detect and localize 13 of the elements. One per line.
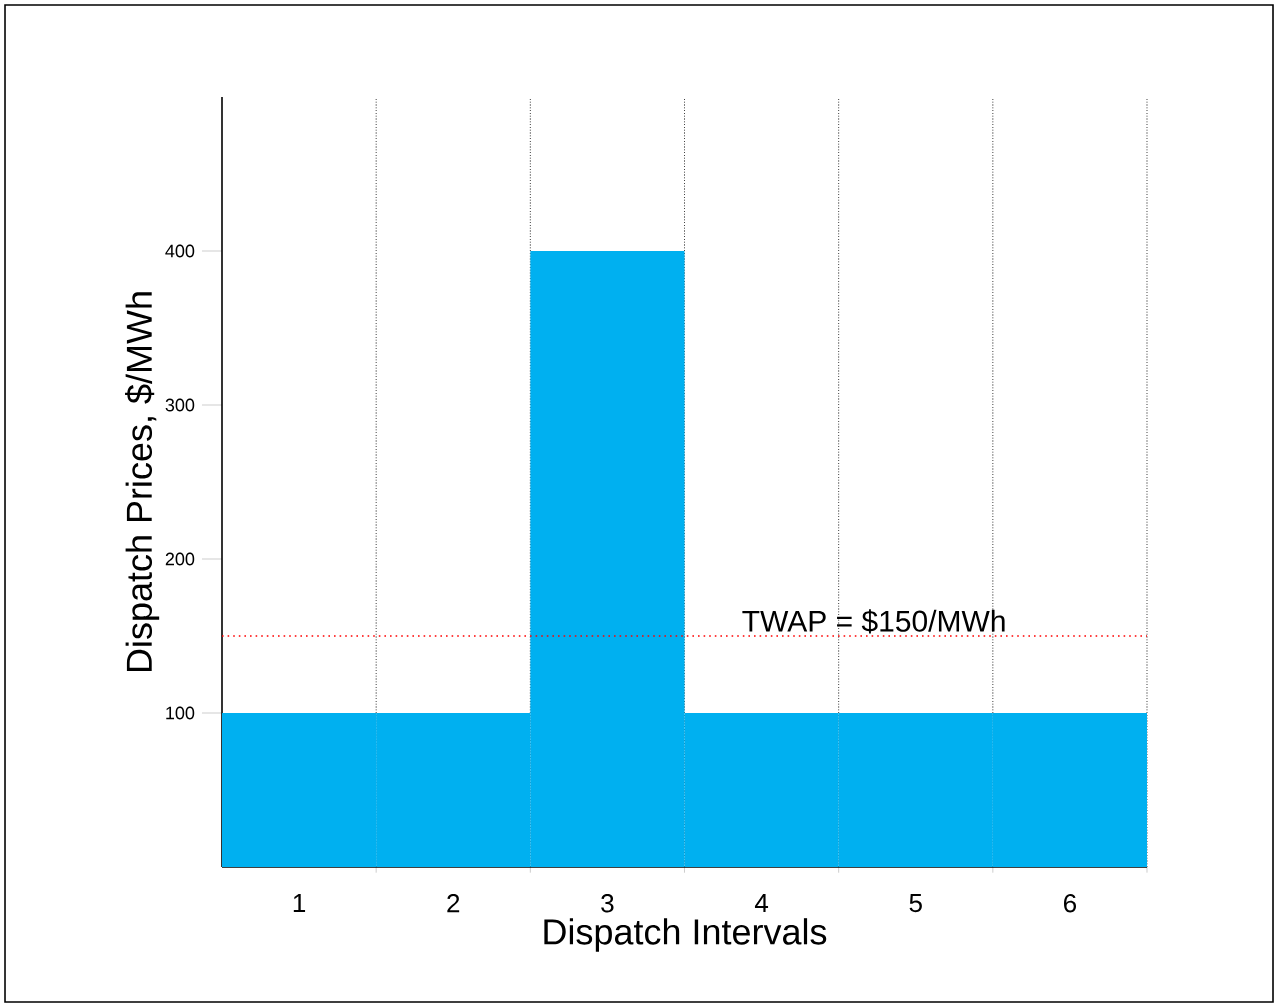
x-tick-label: 5 — [909, 894, 922, 913]
x-tick-label: 2 — [447, 894, 460, 913]
y-tick-label: 200 — [165, 552, 195, 566]
x-axis-title: Dispatch Intervals — [544, 918, 827, 952]
x-tick-label: 6 — [1064, 894, 1077, 913]
y-tick-label: 100 — [166, 706, 195, 720]
x-tick-label: 4 — [754, 894, 769, 912]
ref-line-label: TWAP = $150/MWh — [742, 609, 1005, 634]
x-tick-label: 3 — [601, 894, 614, 913]
x-tick-label: 1 — [293, 894, 306, 912]
y-tick-label: 400 — [165, 244, 195, 258]
y-axis-title: Dispatch Prices, $/MWh — [125, 292, 160, 672]
y-tick-label: 300 — [165, 398, 195, 412]
